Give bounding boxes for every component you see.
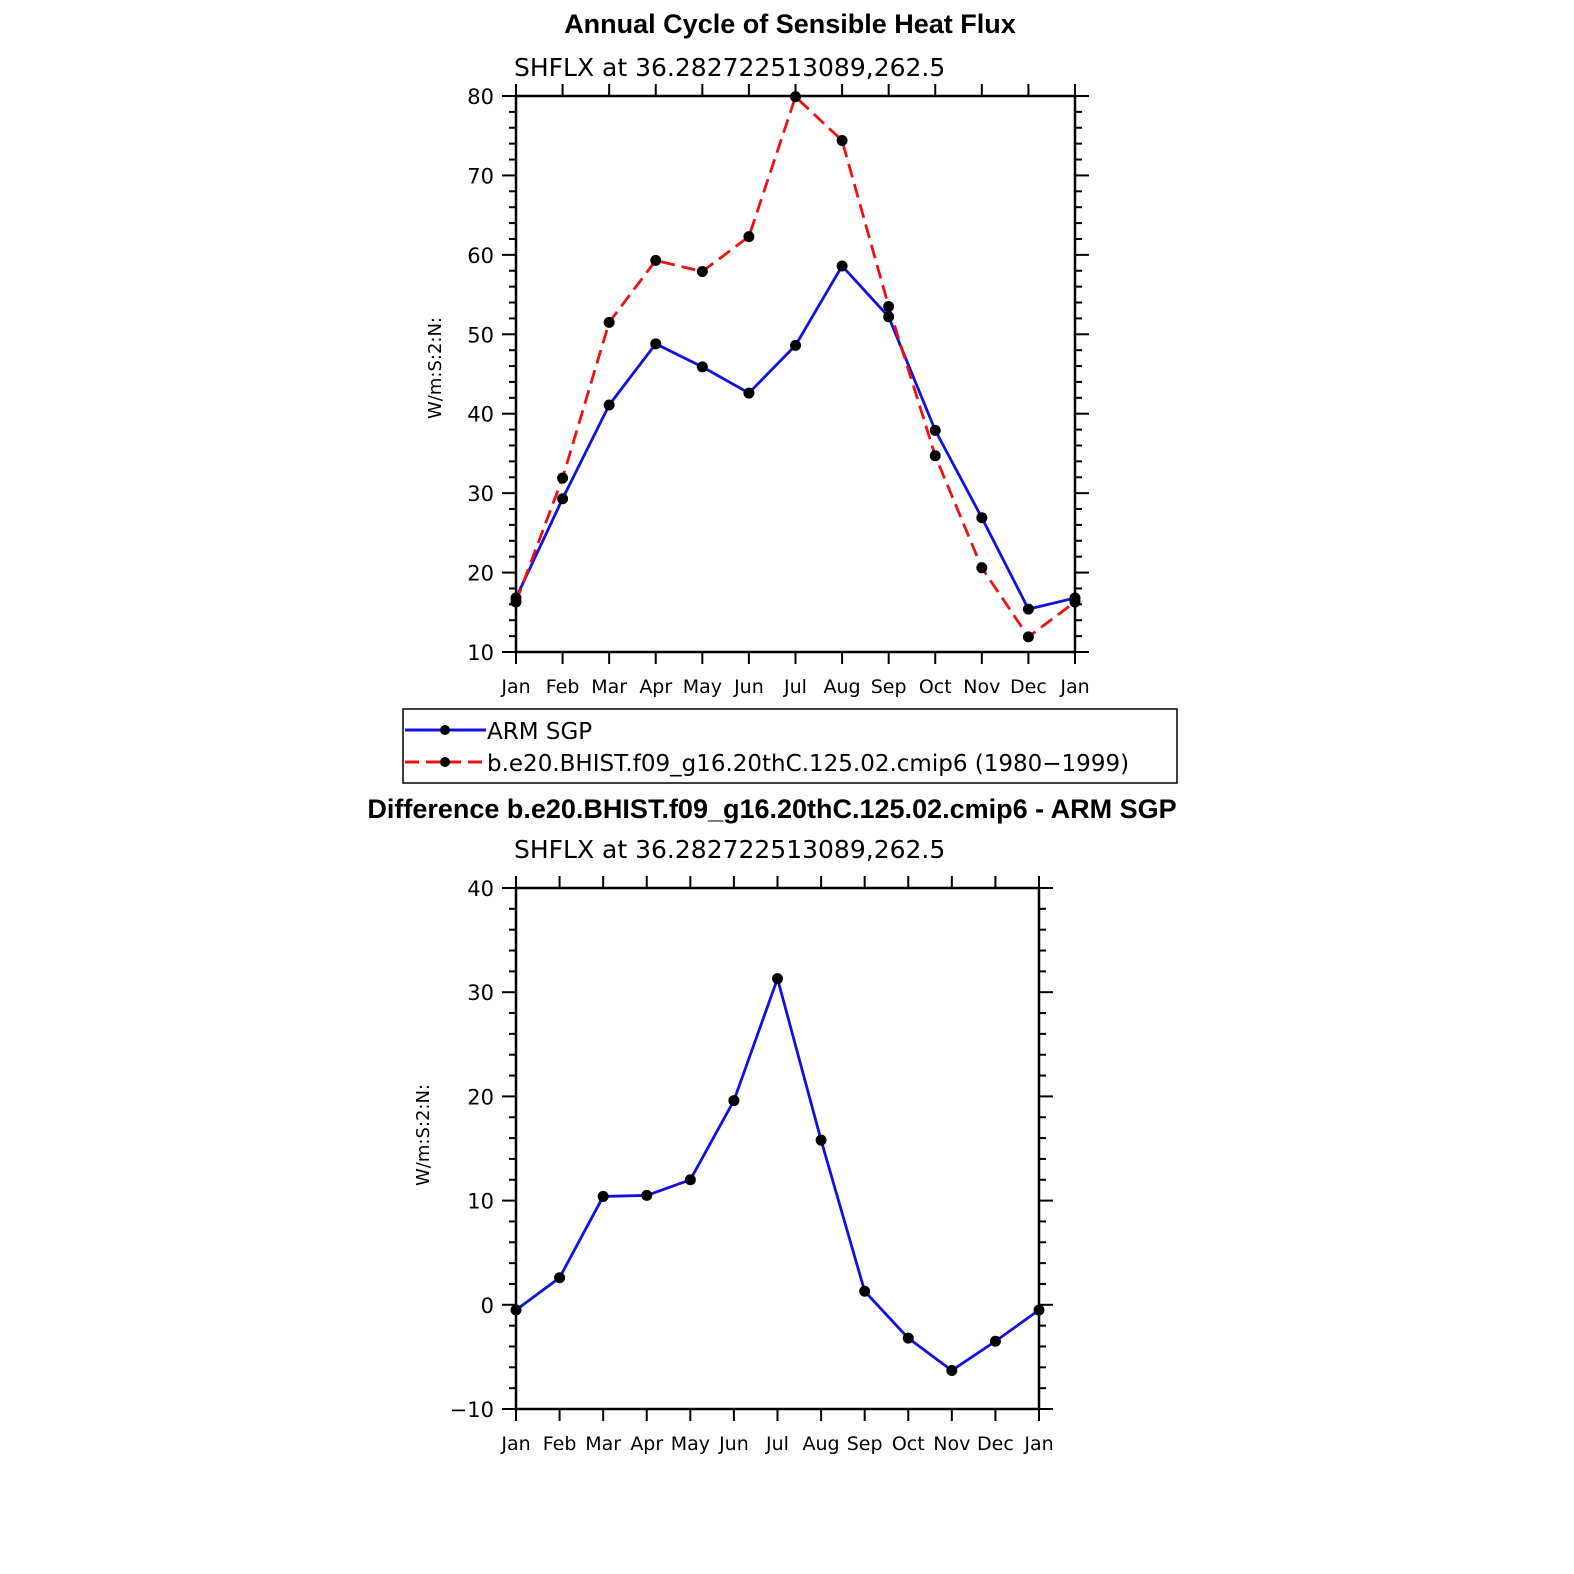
top-ytick-label: 40 [467, 403, 494, 427]
top-series-1-point [650, 338, 662, 350]
bottom-series-1-point [772, 973, 783, 985]
top-xtick-label: Sep [871, 676, 907, 698]
bottom-series-1-point [510, 1304, 522, 1316]
bottom-ytick-label: −10 [450, 1398, 494, 1422]
bottom-series-1-point [728, 1095, 740, 1107]
bottom-series-1-point [946, 1364, 958, 1376]
top-ytick-label: 70 [467, 164, 494, 188]
bottom-chart: −10 0 10 20 30 40 Jan Feb Mar Apr May Jun Jul Aug Sep O… [450, 876, 1054, 1455]
top-series-1-point [557, 493, 569, 505]
top-series-1-point [883, 311, 895, 323]
top-series-1-point [976, 512, 988, 524]
top-series-1-point [790, 339, 801, 351]
bottom-chart-ylabel: W/m:S:2:N: [413, 1084, 434, 1186]
top-ytick-label: 80 [467, 85, 494, 109]
top-series-1-point [836, 260, 848, 272]
top-xtick-label: May [683, 676, 722, 698]
top-series-2-point [603, 316, 615, 328]
top-xtick-label: Mar [591, 676, 627, 698]
top-series-2-point [883, 300, 895, 312]
bottom-series-1-point [684, 1174, 696, 1186]
top-chart-title: Annual Cycle of Sensible Heat Flux [564, 9, 1016, 39]
bottom-series-1-point [641, 1189, 653, 1201]
bottom-xtick-label: Nov [933, 1433, 970, 1455]
top-series-1-point [743, 387, 755, 399]
top-xtick-label: Apr [639, 676, 672, 698]
top-series-line-2 [514, 95, 1076, 639]
top-xtick-label: Dec [1010, 676, 1047, 698]
top-series-2-point [836, 134, 848, 146]
bottom-series-1-point [859, 1285, 871, 1297]
top-chart: 10 20 30 40 50 60 70 80 Jan Feb Mar Apr May Jun Jul Aug… [467, 84, 1090, 698]
bottom-xtick-label: Sep [847, 1433, 883, 1455]
top-series-1-point [696, 361, 708, 373]
bottom-xtick-label: Mar [585, 1433, 621, 1455]
bottom-xtick-label: Jul [765, 1433, 789, 1455]
top-ytick-label: 30 [467, 482, 494, 506]
legend-marker-model [440, 757, 450, 767]
bottom-series-1-point [902, 1332, 914, 1344]
top-xtick-label: Jan [1059, 676, 1089, 698]
legend-label-arm: ARM SGP [487, 719, 592, 745]
top-xtick-label: Jul [783, 676, 807, 698]
top-series-2-point [976, 562, 988, 574]
top-series-1-point [603, 399, 615, 411]
top-ytick-label: 10 [467, 641, 494, 665]
bottom-xtick-label: Feb [543, 1433, 577, 1455]
bottom-plot-frame [514, 886, 1041, 1411]
top-plot-frame [514, 94, 1077, 654]
top-chart-subtitle: SHFLX at 36.282722513089,262.5 [514, 53, 945, 82]
legend: ARM SGP b.e20.BHIST.f09_g16.20thC.125.02… [402, 708, 1178, 784]
bottom-series-1-point [597, 1190, 609, 1202]
top-series-2-point [510, 596, 522, 608]
bottom-chart-subtitle: SHFLX at 36.282722513089,262.5 [514, 835, 945, 864]
top-ytick-label: 60 [467, 244, 494, 268]
top-xtick-label: Feb [546, 676, 580, 698]
top-series-2-point [1022, 631, 1034, 643]
bottom-series-1-point [554, 1272, 566, 1284]
legend-box [402, 708, 1178, 784]
top-series-2-point [929, 450, 941, 462]
top-series-2-point [696, 266, 708, 278]
top-series-2-point [1069, 596, 1081, 608]
top-xtick-label: Oct [919, 676, 952, 698]
top-xtick-label: Aug [824, 676, 861, 698]
top-series-2-point [790, 91, 801, 103]
bottom-xtick-label: Aug [803, 1433, 840, 1455]
bottom-ytick-label: 30 [467, 981, 494, 1005]
bottom-series-line-1 [515, 977, 1040, 1372]
bottom-xtick-label: Jun [718, 1433, 749, 1455]
bottom-xtick-label: May [671, 1433, 710, 1455]
top-xtick-label: Jan [500, 676, 530, 698]
bottom-xtick-label: Apr [630, 1433, 663, 1455]
top-ytick-label: 50 [467, 323, 494, 347]
top-series-1-point [929, 424, 941, 436]
bottom-ytick-label: 40 [467, 877, 494, 901]
top-ytick-label: 20 [467, 562, 494, 586]
bottom-ytick-label: 0 [481, 1294, 494, 1318]
top-series-2-point [557, 472, 569, 484]
top-chart-ylabel: W/m:S:2:N: [425, 317, 446, 419]
bottom-xtick-label: Oct [892, 1433, 925, 1455]
bottom-chart-title: Difference b.e20.BHIST.f09_g16.20thC.125… [367, 794, 1176, 824]
bottom-series-1-point [1033, 1304, 1045, 1316]
legend-label-model: b.e20.BHIST.f09_g16.20thC.125.02.cmip6 (… [487, 751, 1129, 777]
bottom-series-1-point [989, 1335, 1001, 1347]
bottom-xtick-label: Jan [1023, 1433, 1053, 1455]
top-xtick-label: Nov [963, 676, 1000, 698]
bottom-series-1-point [815, 1134, 827, 1146]
top-series-2-point [743, 231, 755, 243]
top-series-line-1 [514, 264, 1076, 611]
legend-marker-arm [440, 725, 450, 735]
bottom-ytick-label: 10 [467, 1190, 494, 1214]
bottom-xtick-label: Jan [500, 1433, 530, 1455]
top-series-1-point [1022, 603, 1034, 615]
top-series-2-point [650, 254, 662, 266]
top-xtick-label: Jun [733, 676, 764, 698]
bottom-ytick-label: 20 [467, 1085, 494, 1109]
bottom-xtick-label: Dec [977, 1433, 1014, 1455]
